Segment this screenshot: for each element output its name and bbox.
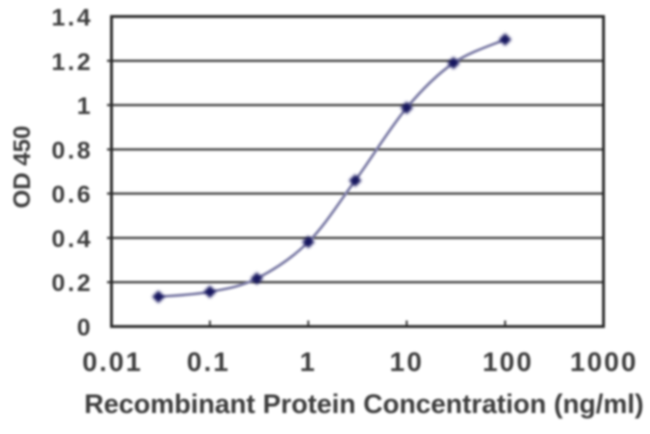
svg-text:Recombinant Protein Concentrat: Recombinant Protein Concentration (ng/ml… [84,389,644,419]
svg-text:1.2: 1.2 [51,49,93,76]
svg-text:0.6: 0.6 [51,182,93,209]
svg-text:0.4: 0.4 [51,226,93,253]
svg-text:100: 100 [482,347,533,377]
svg-text:1000: 1000 [570,347,638,377]
svg-text:0.2: 0.2 [51,270,93,297]
svg-text:1: 1 [300,347,317,377]
svg-text:OD 450: OD 450 [9,126,36,209]
svg-text:0.01: 0.01 [82,347,143,377]
svg-text:1: 1 [77,93,93,120]
svg-text:0: 0 [77,315,93,342]
svg-text:10: 10 [390,347,424,377]
svg-text:0.8: 0.8 [51,137,93,164]
svg-text:0.1: 0.1 [187,347,231,377]
svg-text:1.4: 1.4 [51,5,93,32]
